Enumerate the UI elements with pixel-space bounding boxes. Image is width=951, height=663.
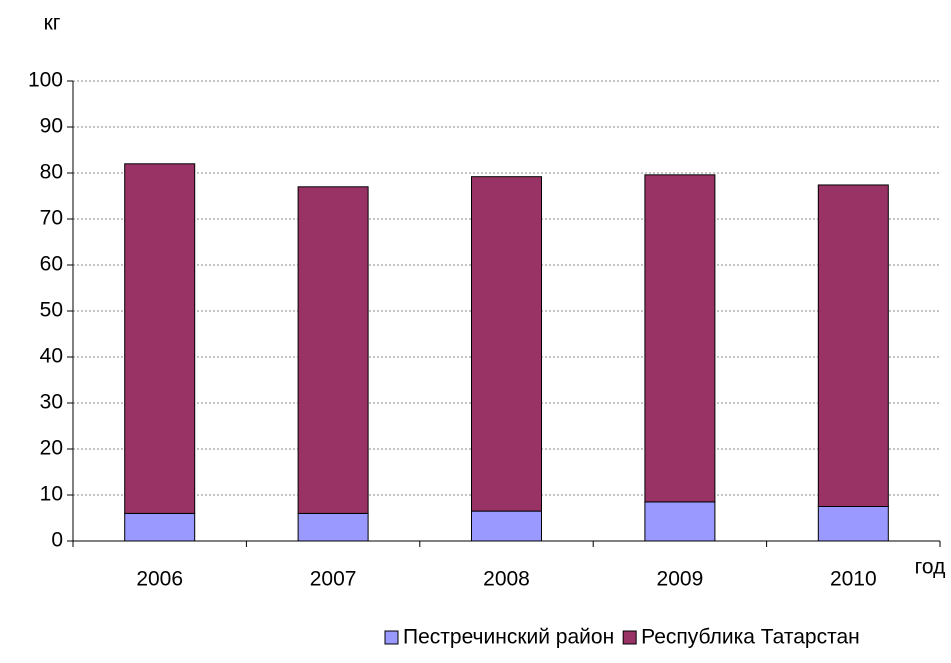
x-tick-label: 2007: [310, 568, 357, 591]
y-tick-label: 40: [40, 345, 63, 368]
bar-segment: [297, 512, 369, 542]
legend-label: Республика Татарстан: [641, 626, 860, 649]
legend-label: Пестречинский район: [403, 626, 614, 649]
y-tick-label: 100: [28, 69, 63, 92]
y-tick-label: 0: [51, 529, 63, 552]
y-tick-label: 20: [40, 437, 63, 460]
y-tick-label: 60: [40, 253, 63, 276]
bar-segment: [124, 512, 196, 542]
bar-segment: [817, 184, 889, 508]
legend-swatch: [622, 630, 637, 645]
y-tick-label: 10: [40, 483, 63, 506]
legend-swatch: [384, 630, 399, 645]
x-tick-label: 2010: [830, 568, 877, 591]
bar-segment: [644, 174, 716, 503]
bar-segment: [124, 163, 196, 514]
x-tick-label: 2006: [136, 568, 183, 591]
x-tick-label: 2009: [657, 568, 704, 591]
y-axis-label: кг: [44, 12, 61, 35]
y-tick-label: 80: [40, 161, 63, 184]
bar-segment: [644, 501, 716, 542]
x-tick-label: 2008: [483, 568, 530, 591]
y-tick-label: 90: [40, 115, 63, 138]
bar-segment: [817, 506, 889, 542]
x-axis-label: год: [915, 556, 946, 579]
bar-segment: [471, 176, 542, 512]
y-tick-label: 50: [40, 299, 63, 322]
bar-segment: [297, 186, 369, 514]
bar-segment: [471, 510, 542, 542]
y-tick-label: 30: [40, 391, 63, 414]
y-tick-label: 70: [40, 207, 63, 230]
